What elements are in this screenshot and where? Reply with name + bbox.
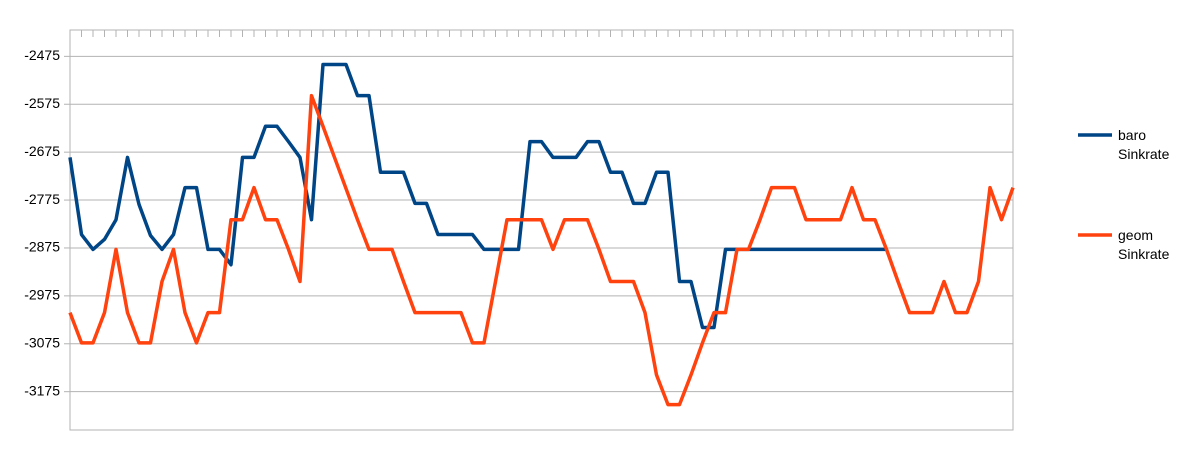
- y-tick-label: -2875: [24, 239, 60, 255]
- y-tick-label: -2775: [24, 191, 60, 207]
- y-tick-label: -3175: [24, 382, 60, 398]
- legend-label: geom Sinkrate: [1118, 227, 1170, 262]
- y-tick-label: -2475: [24, 47, 60, 63]
- y-tick-label: -2575: [24, 95, 60, 111]
- y-tick-label: -2675: [24, 143, 60, 159]
- series-line: [68, 93, 1015, 407]
- series-line: [68, 62, 887, 330]
- plot-area: [69, 29, 1014, 431]
- legend-label: baro Sinkrate: [1118, 127, 1170, 162]
- y-tick-label: -2975: [24, 287, 60, 303]
- y-tick-label: -3075: [24, 334, 60, 350]
